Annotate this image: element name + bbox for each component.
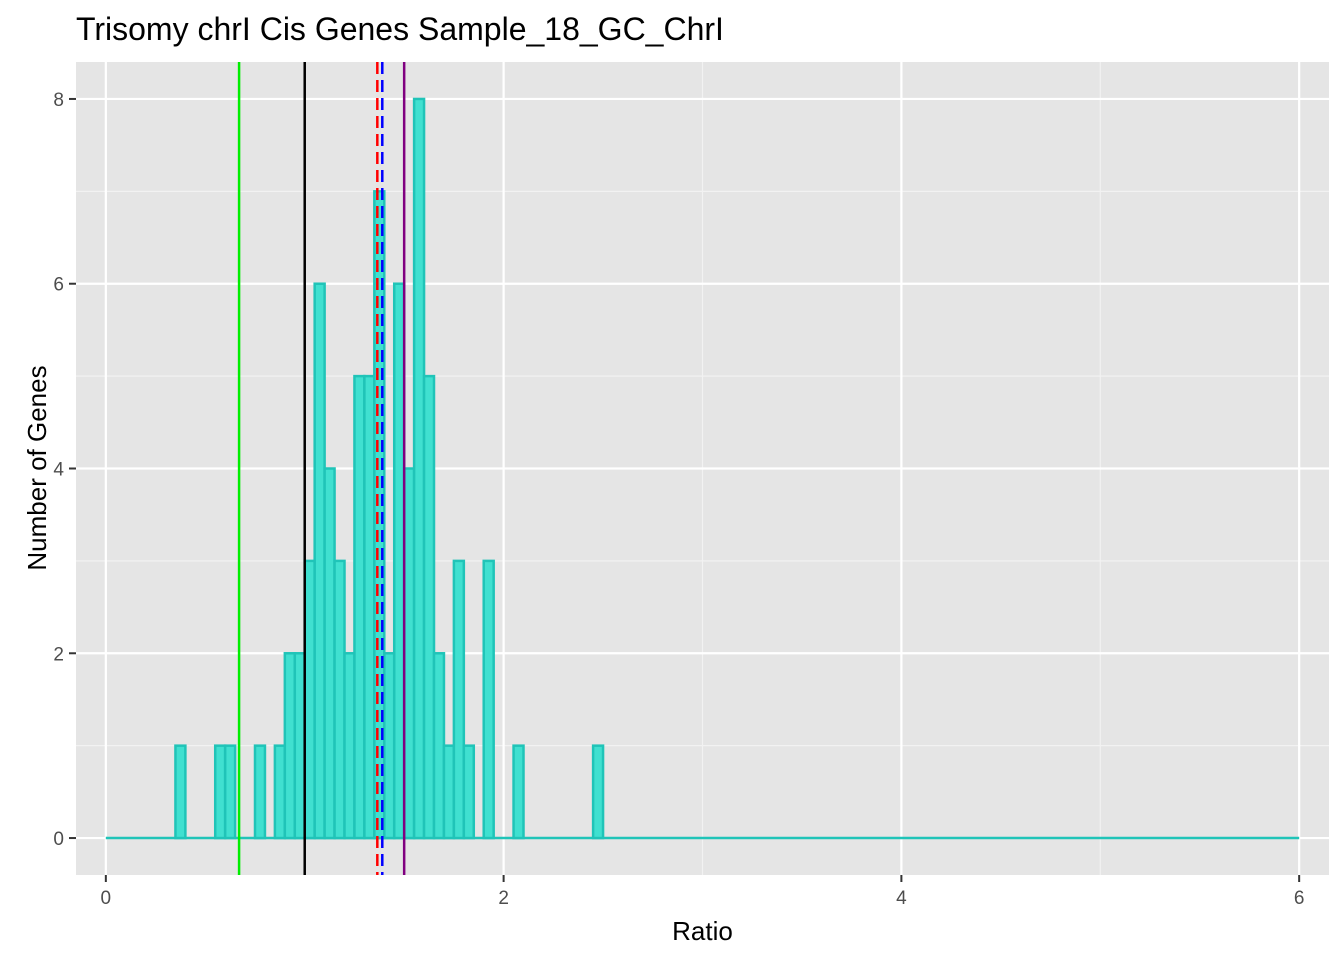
y-tick-label: 8	[53, 90, 64, 111]
histogram-bar	[223, 744, 237, 840]
histogram-bar	[273, 744, 287, 840]
histogram-bar	[442, 744, 456, 840]
histogram-bar	[392, 282, 406, 840]
y-axis: 0 2 4 6 8	[53, 90, 76, 850]
histogram-bar	[452, 559, 466, 840]
histogram-bar	[343, 652, 356, 840]
histogram-bar	[353, 374, 366, 840]
histogram-bar	[313, 282, 326, 840]
histogram-bar	[422, 374, 436, 840]
histogram-bar	[253, 744, 267, 840]
histogram-bar	[432, 652, 446, 840]
reference-lines	[237, 62, 406, 875]
histogram-bar	[512, 744, 525, 840]
histogram-bar	[482, 559, 495, 840]
major-gridlines	[76, 62, 1329, 875]
y-tick-label: 6	[53, 275, 64, 296]
histogram-bar	[303, 559, 316, 840]
y-tick-label: 4	[53, 460, 64, 481]
histogram-bar	[591, 744, 605, 840]
histogram-bar	[373, 190, 386, 840]
x-axis: 0 2 4 6	[101, 875, 1305, 909]
y-tick-label: 0	[53, 829, 64, 850]
x-axis-title: Ratio	[672, 916, 733, 946]
histogram-bar	[293, 652, 306, 840]
histogram-bar	[283, 652, 297, 840]
histogram-bar	[213, 744, 227, 840]
chart-title: Trisomy chrI Cis Genes Sample_18_GC_ChrI	[76, 11, 724, 47]
histogram-bar	[333, 559, 346, 840]
histogram-bar	[412, 97, 426, 840]
x-tick-label: 2	[498, 888, 509, 909]
y-tick-label: 2	[53, 644, 64, 665]
x-tick-label: 4	[896, 888, 907, 909]
x-tick-label: 6	[1294, 888, 1305, 909]
histogram-bar	[174, 744, 187, 840]
y-axis-title: Number of Genes	[22, 365, 52, 570]
x-tick-label: 0	[101, 888, 112, 909]
histogram-bar	[402, 467, 416, 840]
histogram-bar	[383, 652, 396, 840]
histogram-bar	[323, 467, 336, 840]
histogram-bar	[363, 374, 376, 840]
histogram-bars	[105, 97, 1300, 840]
histogram-bar	[462, 744, 476, 840]
